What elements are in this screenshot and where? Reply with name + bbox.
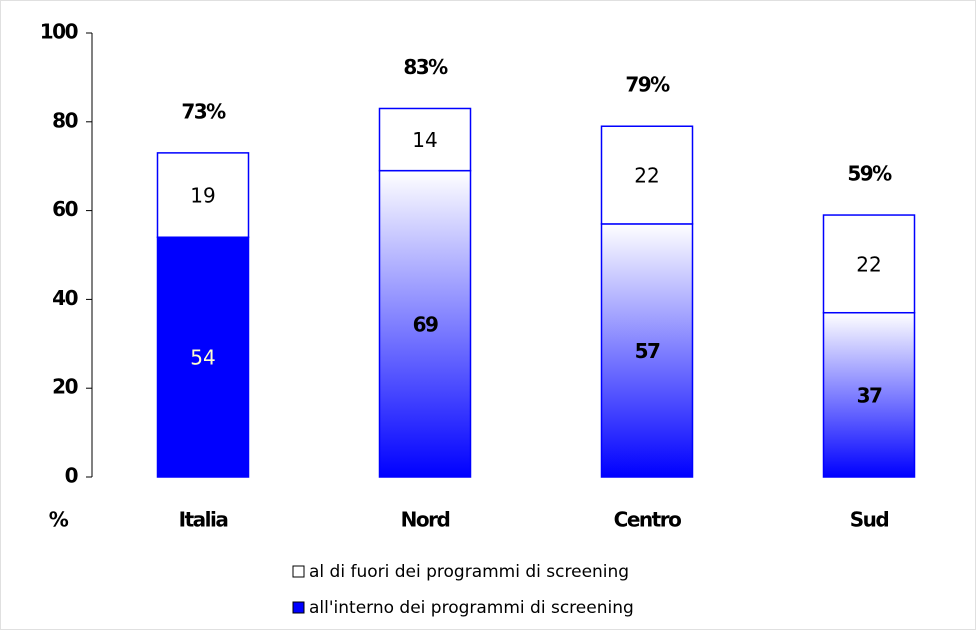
value-label: 69	[413, 312, 438, 336]
y-tick-label: 40	[52, 286, 77, 310]
bar-segment	[600, 125, 694, 225]
total-label: 73%	[181, 99, 226, 123]
value-label: 22	[634, 164, 659, 188]
legend-swatch	[292, 601, 305, 614]
bar-segment	[600, 223, 694, 478]
y-tick-label: 60	[52, 197, 77, 221]
x-tick-label: Italia	[179, 508, 228, 532]
x-tick-label: Centro	[614, 508, 681, 532]
total-label: 79%	[625, 73, 670, 97]
y-tick-label: 0	[65, 464, 78, 488]
legend-label: al di fuori dei programmi di screening	[309, 562, 629, 582]
bar-segment	[378, 107, 472, 172]
bar-segment	[156, 152, 250, 238]
value-label: 57	[635, 339, 660, 363]
bar-segment	[156, 236, 250, 478]
value-label: 54	[190, 346, 215, 370]
legend-label: all'interno dei programmi di screening	[309, 598, 634, 618]
bar-segment	[822, 311, 916, 478]
total-label: 59%	[847, 162, 892, 186]
total-label: 83%	[403, 55, 448, 79]
bar-segment	[378, 169, 472, 478]
x-tick-label: Nord	[401, 508, 450, 532]
value-label: 37	[857, 383, 882, 407]
y-tick-label: 80	[52, 108, 77, 132]
value-label: 22	[856, 252, 881, 276]
legend-swatch	[292, 565, 305, 578]
y-tick-label: 20	[52, 375, 77, 399]
bar-segment	[822, 214, 916, 314]
value-label: 14	[412, 128, 437, 152]
y-tick-label: 100	[40, 20, 78, 44]
y-axis-label: %	[49, 508, 69, 532]
value-label: 19	[190, 184, 215, 208]
x-tick-label: Sud	[850, 508, 889, 532]
